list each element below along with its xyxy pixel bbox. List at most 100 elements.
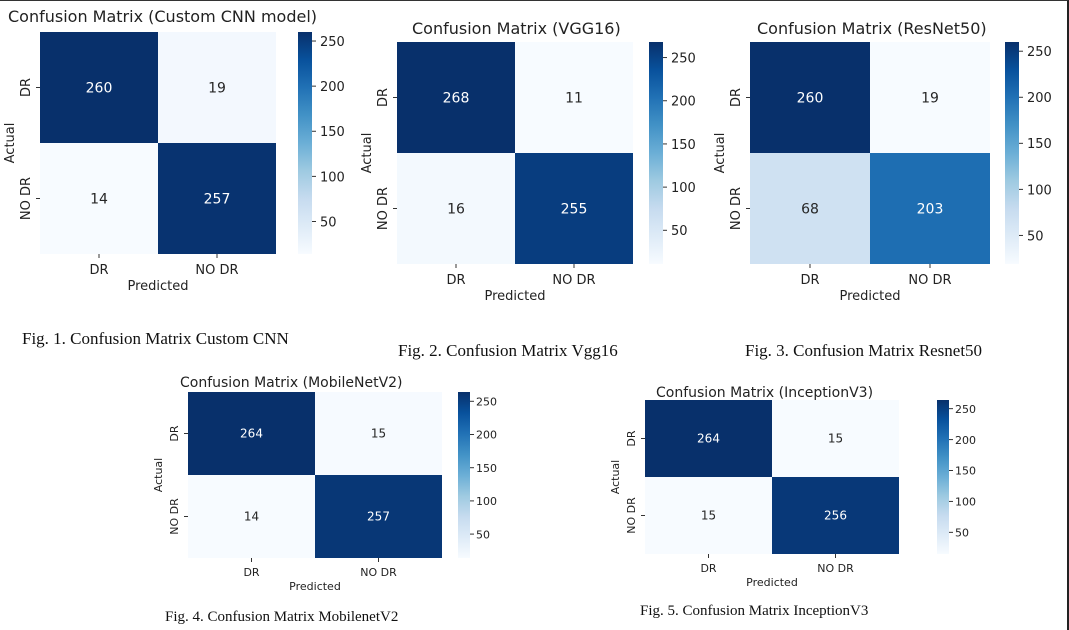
y-tick-label: NO DR [376, 187, 391, 230]
cell-value-label: 11 [565, 90, 583, 106]
x-tick-label: DR [243, 566, 259, 579]
x-tick-label: NO DR [817, 562, 854, 575]
y-tick-label: DR [168, 425, 181, 441]
heatmap-cell-dr-no-dr [515, 42, 633, 153]
caption-fig2: Fig. 2. Confusion Matrix Vgg16 [398, 341, 618, 360]
chart-svg-mobilenetv2: Confusion Matrix (MobileNetV2) 264 15 14 257… [152, 375, 497, 593]
cell-value-label: 260 [86, 80, 113, 96]
heatmap-cell-no-dr-dr [188, 475, 315, 558]
heatmap-cell-dr-dr [397, 42, 515, 153]
cell-value-label: 16 [447, 201, 465, 217]
cell-value-label: 19 [921, 90, 939, 106]
x-axis-label: Predicted [484, 289, 545, 304]
x-tick-label: NO DR [908, 273, 951, 288]
caption-fig3: Fig. 3. Confusion Matrix Resnet50 [745, 341, 983, 360]
x-tick-label: DR [446, 273, 465, 288]
colorbar-tick-label: 50 [476, 528, 490, 541]
heatmap-cell-no-dr-no-dr [870, 153, 990, 264]
colorbar-tick-label: 200 [1027, 91, 1052, 106]
colorbar-tick-label: 150 [671, 138, 696, 153]
heatmap-cell-no-dr-no-dr [315, 475, 442, 558]
caption-fig4: Fig. 4. Confusion Matrix MobilenetV2 [165, 609, 399, 625]
x-tick-label: DR [800, 273, 819, 288]
colorbar-tick-label: 250 [476, 395, 497, 408]
cell-value-label: 268 [443, 90, 470, 106]
y-tick-label: DR [729, 88, 744, 107]
cell-value-label: 256 [824, 509, 847, 523]
y-tick-label: DR [376, 88, 391, 107]
colorbar-tick-label: 100 [320, 170, 345, 185]
heatmap-cell-dr-dr [188, 392, 315, 475]
x-tick-label: DR [89, 263, 108, 278]
colorbar [458, 392, 470, 558]
colorbar-tick-label: 150 [1027, 137, 1052, 152]
heatmap-cell-dr-no-dr [772, 400, 899, 477]
cell-value-label: 15 [371, 427, 386, 441]
caption-fig5: Fig. 5. Confusion Matrix InceptionV3 [640, 603, 869, 619]
x-axis-label: Predicted [746, 576, 798, 589]
colorbar-tick-label: 100 [955, 496, 976, 509]
colorbar-tick-label: 50 [955, 527, 969, 540]
heatmap-cell-no-dr-dr [40, 143, 158, 254]
colorbar [1005, 42, 1019, 264]
y-tick-label: NO DR [168, 498, 181, 535]
y-axis-label: Actual [609, 460, 622, 494]
colorbar [649, 42, 663, 264]
heatmap-cell-dr-dr [645, 400, 772, 477]
cell-value-label: 68 [801, 201, 819, 217]
heatmap-cell-no-dr-dr [750, 153, 870, 264]
chart-svg-vgg16: Confusion Matrix (VGG16) 268 11 16 255 DR NO D… [360, 19, 696, 304]
cell-value-label: 257 [204, 191, 231, 207]
colorbar-tick-label: 50 [320, 215, 337, 230]
confusion-matrix-mobilenetv2: Confusion Matrix (MobileNetV2) 264 15 14 257… [140, 365, 520, 595]
x-tick-label: DR [700, 562, 716, 575]
colorbar-tick-label: 100 [671, 181, 696, 196]
cell-value-label: 264 [697, 432, 720, 446]
y-axis-label: Actual [3, 123, 18, 164]
y-axis-label: Actual [152, 458, 165, 492]
cell-value-label: 264 [240, 427, 263, 441]
chart-svg-resnet50: Confusion Matrix (ResNet50) 260 19 68 203 DR N… [713, 19, 1052, 304]
colorbar-tick-label: 200 [955, 434, 976, 447]
y-tick-label: DR [19, 78, 34, 97]
x-tick-label: NO DR [195, 263, 238, 278]
heatmap-cell-dr-no-dr [315, 392, 442, 475]
heatmap-cell-dr-dr [750, 42, 870, 153]
heatmap-cell-dr-dr [40, 32, 158, 143]
y-tick-label: NO DR [19, 177, 34, 220]
x-axis-label: Predicted [839, 289, 900, 304]
confusion-matrix-custom-cnn: Confusion Matrix (Custom CNN model) 260 19… [0, 0, 350, 310]
heatmap-cell-no-dr-no-dr [515, 153, 633, 264]
colorbar-tick-label: 100 [476, 495, 497, 508]
colorbar-tick-label: 150 [476, 462, 497, 475]
heatmap-cell-dr-no-dr [870, 42, 990, 153]
cell-value-label: 19 [208, 80, 226, 96]
colorbar-tick-label: 200 [476, 429, 497, 442]
chart-title: Confusion Matrix (InceptionV3) [656, 385, 873, 401]
heatmap-cell-no-dr-no-dr [158, 143, 276, 254]
x-axis-label: Predicted [127, 279, 188, 294]
heatmap-cell-no-dr-no-dr [772, 477, 899, 554]
cell-value-label: 260 [797, 90, 824, 106]
chart-title: Confusion Matrix (ResNet50) [757, 19, 987, 38]
chart-svg-inceptionv3: Confusion Matrix (InceptionV3) 264 15 15 256… [609, 385, 976, 589]
heatmap-cell-no-dr-dr [397, 153, 515, 264]
y-tick-label: NO DR [729, 187, 744, 230]
colorbar-tick-label: 100 [1027, 183, 1052, 198]
y-axis-label: Actual [360, 133, 375, 174]
colorbar-tick-label: 200 [320, 80, 345, 95]
confusion-matrix-resnet50: Confusion Matrix (ResNet50) 260 19 68 203 DR N… [705, 0, 1065, 320]
colorbar-tick-label: 50 [671, 224, 688, 239]
chart-svg-custom-cnn: Confusion Matrix (Custom CNN model) 260 19… [3, 7, 345, 294]
colorbar-tick-label: 50 [1027, 229, 1044, 244]
colorbar-tick-label: 250 [1027, 45, 1052, 60]
colorbar [937, 400, 949, 554]
colorbar-tick-label: 200 [671, 95, 696, 110]
chart-title: Confusion Matrix (MobileNetV2) [180, 375, 403, 391]
y-axis-label: Actual [713, 133, 728, 174]
colorbar-tick-label: 150 [320, 125, 345, 140]
confusion-matrix-inceptionv3: Confusion Matrix (InceptionV3) 264 15 15 256… [600, 375, 980, 590]
cell-value-label: 15 [701, 509, 716, 523]
cell-value-label: 14 [90, 191, 108, 207]
y-tick-label: NO DR [625, 497, 638, 534]
